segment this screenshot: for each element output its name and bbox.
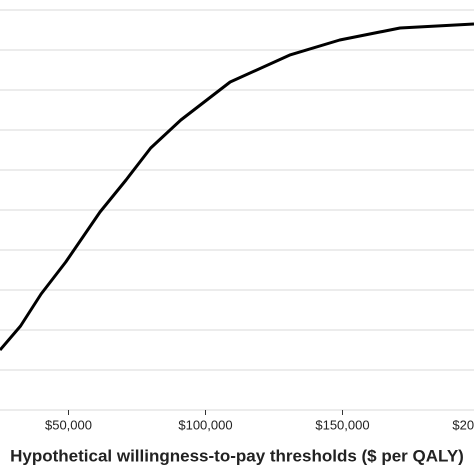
x-tick-label: $50,000 [45, 417, 92, 432]
x-tick-label: $150,000 [315, 417, 369, 432]
x-tick-label: $100,000 [178, 417, 232, 432]
x-axis-title: Hypothetical willingness-to-pay threshol… [10, 446, 464, 465]
x-tick-label: $200,000 [452, 417, 474, 432]
line [0, 22, 474, 351]
